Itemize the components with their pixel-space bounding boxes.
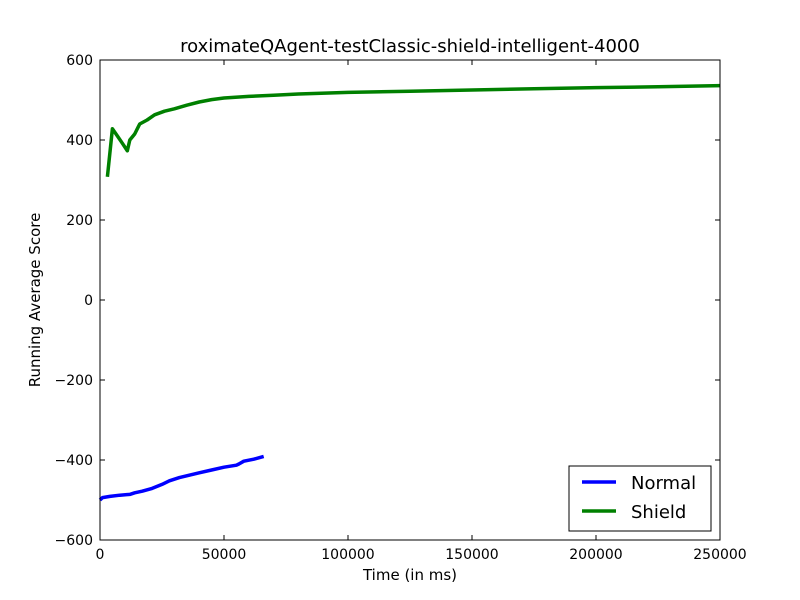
x-tick-label: 200000 — [569, 547, 622, 563]
y-tick-label: 400 — [66, 133, 93, 149]
x-tick-label: 150000 — [445, 547, 498, 563]
x-tick-label: 250000 — [693, 547, 746, 563]
ticks-layer: 0 50000 100000 150000 200000 250000 −600 −400 −2… — [55, 53, 747, 563]
x-tick-label: 100000 — [321, 547, 374, 563]
y-tick-label: −600 — [55, 533, 93, 549]
series-line-shield — [105, 83, 721, 177]
legend: Normal Shield — [568, 465, 712, 532]
legend-label-normal: Normal — [631, 473, 696, 494]
y-tick-label: −400 — [55, 453, 93, 469]
chart-title: roximateQAgent-testClassic-shield-intell… — [180, 36, 640, 57]
x-axis-label: Time (in ms) — [362, 566, 457, 584]
legend-box — [568, 465, 712, 532]
y-tick-label: −200 — [55, 373, 93, 389]
x-tick-label: 50000 — [202, 547, 247, 563]
x-tick-label: 0 — [96, 547, 105, 563]
series-layer — [98, 83, 721, 502]
series-line-normal — [98, 454, 265, 502]
y-tick-label: 0 — [84, 293, 93, 309]
y-axis-label: Running Average Score — [26, 213, 44, 388]
y-tick-label: 600 — [66, 53, 93, 69]
y-tick-label: 200 — [66, 213, 93, 229]
legend-label-shield: Shield — [631, 502, 686, 523]
